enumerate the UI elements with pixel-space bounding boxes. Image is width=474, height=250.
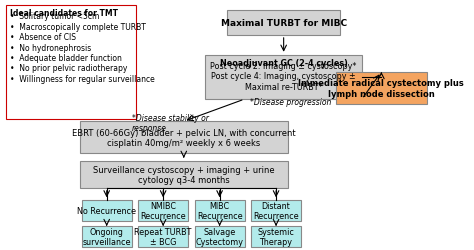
FancyBboxPatch shape [80, 122, 288, 154]
Text: Immediate radical cystectomy plus
lymph node dissection: Immediate radical cystectomy plus lymph … [299, 79, 464, 98]
FancyBboxPatch shape [138, 226, 188, 247]
FancyBboxPatch shape [206, 56, 362, 100]
Text: Surveillance cystoscopy + imaging + urine
cytology q3-4 months: Surveillance cystoscopy + imaging + urin… [93, 165, 274, 184]
FancyBboxPatch shape [336, 73, 427, 104]
FancyBboxPatch shape [195, 226, 245, 247]
Text: Ongoing
surveillance: Ongoing surveillance [82, 227, 131, 246]
Text: Neoadjuvant GC (2-4 cycles): Neoadjuvant GC (2-4 cycles) [220, 58, 347, 67]
Text: *Disease stability or
response: *Disease stability or response [132, 113, 209, 133]
Text: •  Solitary tumor <5cm
•  Macroscopically complete TURBT
•  Absence of CIS
•  No: • Solitary tumor <5cm • Macroscopically … [10, 12, 155, 84]
Text: NMIBC
Recurrence: NMIBC Recurrence [140, 201, 186, 220]
Text: *Disease progression: *Disease progression [250, 98, 331, 106]
FancyBboxPatch shape [6, 6, 136, 119]
Text: Maximal TURBT for MIBC: Maximal TURBT for MIBC [220, 19, 346, 28]
Text: Distant
Recurrence: Distant Recurrence [253, 201, 299, 220]
Text: Repeat TURBT
± BCG: Repeat TURBT ± BCG [135, 227, 192, 246]
Text: MIBC
Recurrence: MIBC Recurrence [197, 201, 242, 220]
FancyBboxPatch shape [82, 226, 132, 247]
FancyBboxPatch shape [251, 226, 301, 247]
Text: Systemic
Therapy: Systemic Therapy [258, 227, 294, 246]
FancyBboxPatch shape [251, 200, 301, 221]
FancyBboxPatch shape [80, 161, 288, 188]
FancyBboxPatch shape [82, 200, 132, 221]
Text: Ideal candidates for TMT: Ideal candidates for TMT [10, 9, 118, 18]
FancyBboxPatch shape [227, 11, 340, 36]
FancyBboxPatch shape [195, 200, 245, 221]
FancyBboxPatch shape [138, 200, 188, 221]
Text: Post cycle 2: Imaging ± cystoscopy*
Post cycle 4: Imaging, cystoscopy ±
Maximal : Post cycle 2: Imaging ± cystoscopy* Post… [210, 62, 357, 91]
Text: EBRT (60-66Gy) bladder + pelvic LN, with concurrent
cisplatin 40mg/m² weekly x 6: EBRT (60-66Gy) bladder + pelvic LN, with… [72, 128, 296, 148]
Text: Salvage
Cystectomy: Salvage Cystectomy [196, 227, 244, 246]
Text: No Recurrence: No Recurrence [77, 206, 136, 215]
